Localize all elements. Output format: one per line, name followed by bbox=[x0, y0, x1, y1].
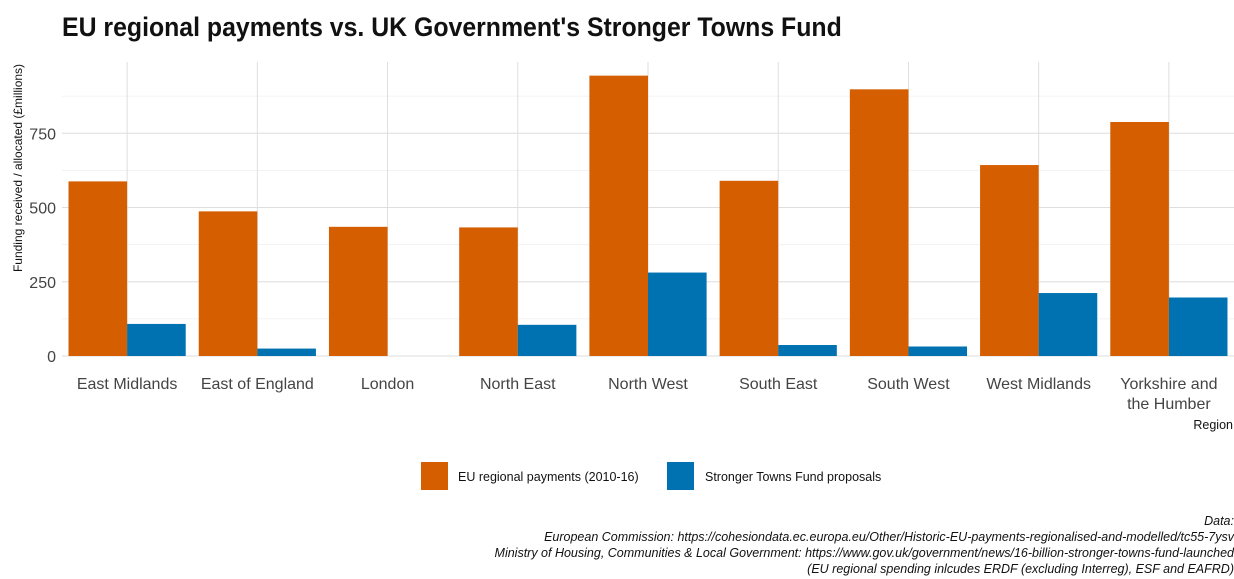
x-tick-label: Yorkshire and bbox=[1120, 376, 1217, 393]
bar-eu-payments bbox=[68, 181, 128, 356]
bars bbox=[68, 75, 1228, 356]
x-tick-label: East Midlands bbox=[77, 376, 178, 393]
x-tick-label: North East bbox=[480, 376, 556, 393]
x-axis-label: Region bbox=[1193, 418, 1233, 432]
bar-eu-payments bbox=[980, 165, 1039, 356]
bar-stronger-towns bbox=[257, 348, 316, 356]
bar-stronger-towns bbox=[1168, 297, 1228, 356]
chart-title: EU regional payments vs. UK Government's… bbox=[62, 12, 842, 42]
legend-swatch bbox=[667, 462, 694, 490]
legend-swatch bbox=[421, 462, 448, 490]
x-tick-label: London bbox=[361, 376, 414, 393]
bar-eu-payments bbox=[719, 180, 779, 356]
y-tick-label: 250 bbox=[29, 275, 56, 292]
legend-label: Stronger Towns Fund proposals bbox=[705, 470, 881, 484]
caption-line: European Commission: https://cohesiondat… bbox=[544, 530, 1234, 544]
y-tick-label: 0 bbox=[47, 349, 56, 366]
caption-line: Data: bbox=[1204, 514, 1234, 528]
bar-eu-payments bbox=[198, 211, 258, 356]
x-tick-label: South West bbox=[867, 376, 950, 393]
bar-eu-payments bbox=[459, 227, 518, 356]
bar-chart: 0 250 500 750 East Midlands East of England L… bbox=[11, 62, 1234, 490]
x-tick-label: North West bbox=[608, 376, 688, 393]
x-tick-labels: East Midlands East of England London North … bbox=[77, 376, 1218, 413]
caption-line: Ministry of Housing, Communities & Local… bbox=[494, 546, 1234, 560]
bar-eu-payments bbox=[328, 226, 388, 356]
bar-eu-payments bbox=[1110, 121, 1169, 356]
legend-label: EU regional payments (2010-16) bbox=[458, 470, 639, 484]
y-axis-label: Funding received / allocated (£millions) bbox=[11, 64, 25, 272]
caption-line: (EU regional spending inlcudes ERDF (exc… bbox=[807, 562, 1234, 576]
x-tick-label: the Humber bbox=[1127, 396, 1211, 413]
bar-stronger-towns bbox=[517, 324, 577, 356]
y-tick-label: 500 bbox=[29, 201, 56, 218]
bar-stronger-towns bbox=[648, 272, 707, 356]
bar-eu-payments bbox=[589, 75, 648, 356]
y-tick-labels: 0 250 500 750 bbox=[29, 126, 56, 366]
x-tick-label: South East bbox=[739, 376, 818, 393]
bar-eu-payments bbox=[849, 89, 909, 356]
bar-stronger-towns bbox=[1038, 293, 1098, 356]
x-tick-label: West Midlands bbox=[986, 376, 1091, 393]
x-tick-label: East of England bbox=[201, 376, 314, 393]
bar-stronger-towns bbox=[778, 345, 837, 356]
bar-stronger-towns bbox=[127, 323, 186, 356]
data-caption: Data: European Commission: https://cohes… bbox=[0, 513, 1234, 577]
bar-stronger-towns bbox=[908, 346, 968, 356]
y-tick-label: 750 bbox=[29, 126, 56, 143]
legend: EU regional payments (2010-16) Stronger T… bbox=[421, 462, 881, 490]
